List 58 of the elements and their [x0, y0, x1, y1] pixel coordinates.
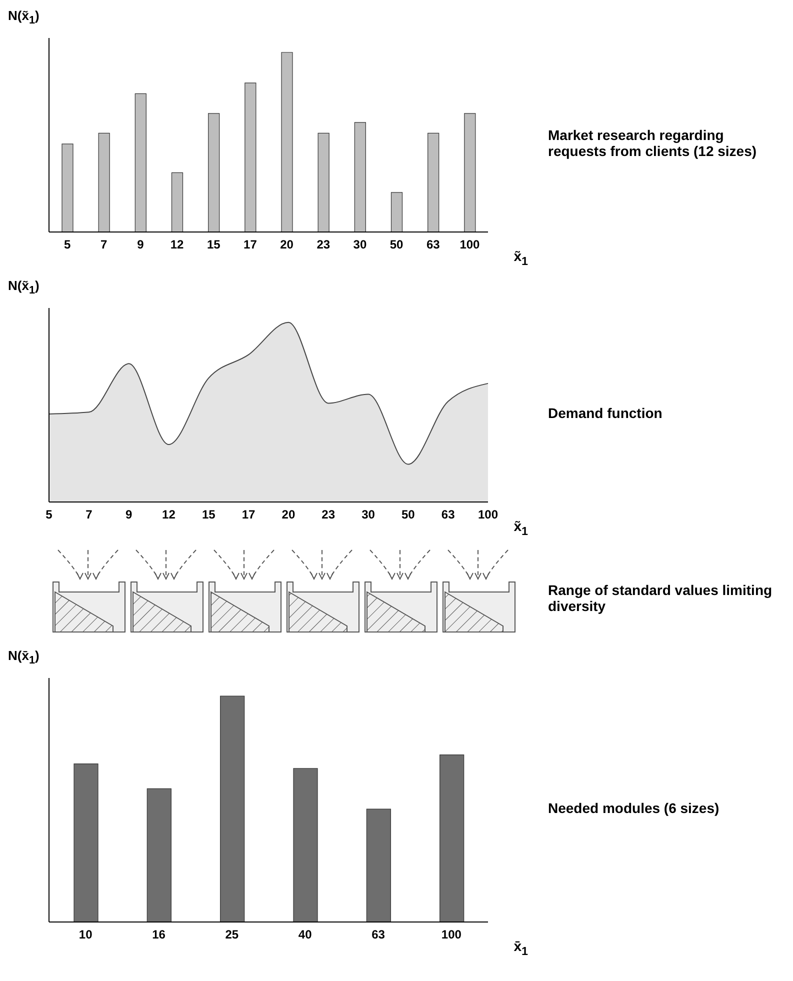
x-tick-label: 5 [64, 238, 71, 252]
bar [146, 788, 172, 922]
x-tick-label: 63 [372, 928, 386, 942]
bar [464, 113, 476, 232]
bar [293, 768, 318, 922]
x-tick-label: 17 [242, 508, 256, 522]
bar [220, 696, 245, 922]
text: Range of standard values limiting diversity [548, 582, 774, 614]
x-tick-label: 50 [402, 508, 416, 522]
x-tick-label: 63 [441, 508, 456, 522]
bar [354, 122, 366, 232]
x-tick-label: 100 [441, 928, 462, 942]
bar [390, 192, 403, 232]
bar [208, 113, 220, 232]
x-tick-label: 30 [353, 238, 367, 252]
x-tick-label: 15 [206, 238, 221, 252]
x-axis-title: x̄$_{1}$ [514, 938, 528, 958]
bar [134, 93, 146, 232]
bar [440, 754, 464, 922]
x-tick-label: 100 [478, 508, 498, 522]
bar [98, 132, 110, 232]
text: Needed modules (6 sizes) [548, 800, 720, 816]
bar [171, 172, 184, 232]
y-axis-title: N(x̃$_{1}$) [8, 278, 40, 297]
x-tick-label: 9 [125, 508, 132, 522]
x-tick-label: 17 [244, 238, 258, 252]
x-axis-title: x̃$_{1}$ [514, 248, 528, 268]
x-tick-label: 7 [100, 238, 108, 252]
x-tick-label: 12 [162, 508, 176, 522]
x-tick-label: 23 [316, 238, 330, 252]
x-tick-label: 5 [46, 508, 53, 522]
x-tick-label: 7 [86, 508, 93, 522]
x-tick-label: 15 [202, 508, 216, 522]
text: Market research regarding requests from clients (12 sizes) [548, 127, 758, 159]
x-tick-label: 63 [426, 238, 440, 252]
y-axis-title: N(x̃$_{1}$) [8, 8, 40, 27]
bar [244, 82, 256, 232]
bar [62, 144, 74, 232]
x-tick-label: 12 [170, 238, 184, 252]
x-tick-label: 16 [152, 928, 166, 942]
x-tick-label: 100 [460, 238, 480, 252]
x-tick-label: 9 [137, 238, 144, 252]
x-tick-label: 30 [362, 508, 376, 522]
bar [428, 132, 440, 232]
x-tick-label: 50 [390, 238, 404, 252]
bar [281, 52, 293, 232]
bar [74, 764, 98, 922]
x-tick-label: 20 [282, 508, 296, 522]
x-tick-label: 20 [280, 238, 294, 252]
bar [318, 132, 330, 232]
bar [366, 808, 391, 922]
x-tick-label: 23 [322, 508, 336, 522]
x-tick-label: 10 [78, 928, 93, 942]
y-axis-title: N(x̄$_{1}$) [8, 648, 40, 667]
x-axis-title: x̃$_{1}$ [514, 518, 528, 538]
text: Demand function [548, 405, 664, 421]
x-tick-label: 25 [225, 928, 239, 942]
x-tick-label: 40 [298, 928, 312, 942]
